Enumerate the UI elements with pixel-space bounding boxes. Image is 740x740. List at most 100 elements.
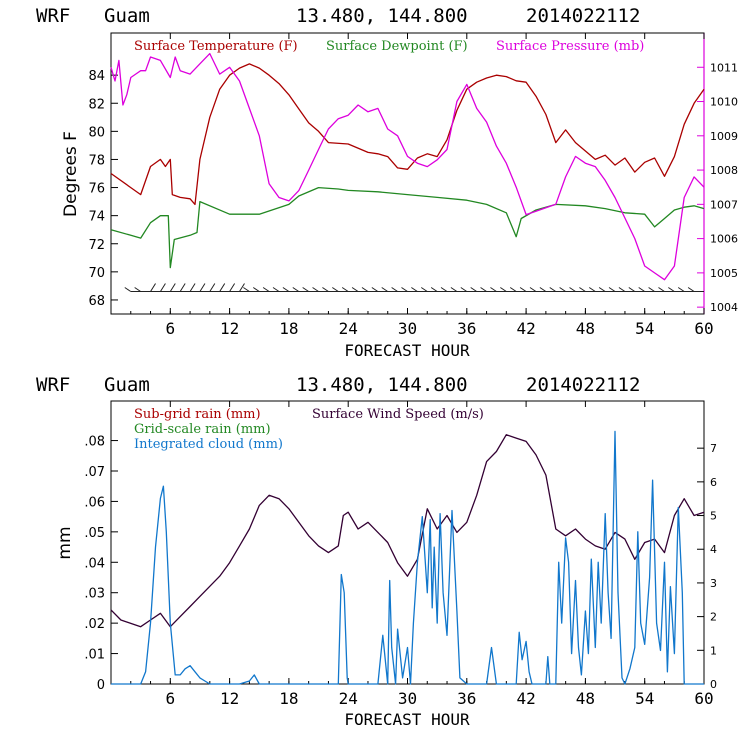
bottom-series-group	[110, 430, 705, 685]
bottom-y-axis-label: mm	[55, 526, 75, 559]
y-tick-label: 68	[88, 294, 105, 309]
wind-barb	[658, 287, 665, 292]
x-tick-label: 42	[516, 319, 535, 338]
y-tick-label: 0	[97, 678, 105, 693]
wind-barb	[470, 287, 477, 292]
y2-tick-label: 1009	[710, 130, 738, 143]
wind-barb	[322, 287, 329, 292]
wind-barb	[420, 287, 428, 292]
y-tick-label: 80	[88, 125, 105, 140]
wind-barb	[579, 287, 586, 292]
x-tick-label: 18	[279, 689, 298, 708]
wind-barb	[440, 287, 448, 292]
y2-tick-label: 4	[710, 543, 717, 556]
wind-barb	[549, 287, 557, 292]
wind-barb	[179, 283, 186, 292]
wind-barb	[272, 287, 280, 292]
x-tick-label: 12	[220, 319, 239, 338]
x-tick-label: 60	[694, 689, 713, 708]
x-tick-label: 12	[220, 689, 239, 708]
y-tick-label: 78	[88, 153, 105, 168]
y-tick-label: .08	[84, 435, 105, 450]
legend-dewpoint: Surface Dewpoint (F)	[326, 39, 468, 54]
bottom-legend: Sub-grid rain (mm) Grid-scale rain (mm) …	[134, 407, 484, 452]
wind-barb	[351, 287, 359, 292]
wind-barb	[677, 287, 685, 292]
wind-barb	[500, 287, 507, 292]
x-tick-label: 6	[165, 689, 175, 708]
x-tick-label: 24	[339, 689, 358, 708]
y2-tick-label: 3	[710, 577, 717, 590]
wind-barb	[229, 283, 236, 292]
top-y-axis-label: Degrees F	[61, 131, 81, 217]
y-tick-label: .05	[84, 526, 105, 541]
bottom-header: WRF Guam 13.480, 144.800 2014022112	[36, 374, 640, 396]
x-tick-label: 42	[516, 689, 535, 708]
y-tick-label: 84	[88, 69, 105, 84]
wind-barb	[490, 287, 497, 292]
x-tick-label: 36	[457, 689, 476, 708]
y-tick-label: .01	[84, 648, 105, 663]
wind-barb	[391, 287, 398, 292]
y-tick-label: 70	[88, 266, 105, 281]
series-line-surface-temperature-f	[110, 63, 705, 206]
wind-barb	[371, 287, 379, 292]
series-line-surface-pressure-mb	[110, 52, 705, 281]
series-line-integrated-cloud-mm	[111, 430, 704, 685]
top-header: WRF Guam 13.480, 144.800 2014022112	[36, 5, 640, 27]
x-tick-label: 30	[398, 319, 417, 338]
wind-barb	[292, 287, 300, 292]
y2-tick-label: 1005	[710, 267, 738, 280]
bottom-x-axis-label: FORECAST HOUR	[344, 710, 470, 729]
wind-barb	[209, 283, 216, 292]
wind-barb	[243, 287, 250, 292]
wind-barb	[529, 287, 537, 292]
legend-wind-speed: Surface Wind Speed (m/s)	[312, 407, 484, 422]
y2-tick-label: 1004	[710, 301, 738, 314]
bottom-header-init: 2014022112	[526, 374, 640, 396]
wind-barb	[519, 287, 527, 292]
wind-barb	[134, 287, 141, 292]
wind-barb	[460, 287, 468, 292]
wind-barb	[159, 283, 166, 292]
wind-barb	[199, 283, 206, 292]
wind-barb	[262, 287, 270, 292]
y-tick-label: 76	[88, 182, 105, 197]
wind-barb	[150, 283, 156, 292]
bottom-header-coords: 13.480, 144.800	[296, 374, 468, 396]
wind-barb	[638, 287, 645, 292]
wind-barb	[169, 283, 176, 292]
top-plot-frame	[110, 32, 705, 315]
y-tick-label: 72	[88, 238, 105, 253]
y2-tick-label: 1007	[710, 198, 738, 211]
x-tick-label: 48	[576, 319, 595, 338]
legend-gridscale-rain: Grid-scale rain (mm)	[134, 422, 271, 437]
y-tick-label: 82	[88, 97, 105, 112]
series-line-surface-dewpoint-f	[110, 186, 705, 269]
wind-barb	[381, 287, 389, 292]
y-tick-label: .02	[84, 617, 105, 632]
wind-barb	[687, 287, 695, 292]
wind-barb	[539, 287, 547, 292]
wind-barb	[411, 287, 418, 292]
bottom-header-location: Guam	[104, 374, 150, 396]
y2-tick-label: 1006	[710, 233, 738, 246]
wind-barb	[239, 283, 245, 292]
wind-barb	[559, 287, 566, 292]
y2-tick-label: 1	[710, 644, 717, 657]
wind-barb	[219, 283, 226, 292]
y2-tick-label: 0	[710, 678, 717, 691]
wind-barb	[598, 287, 606, 292]
y-tick-label: .03	[84, 587, 105, 602]
wind-barb	[401, 287, 408, 292]
wind-barb	[628, 287, 636, 292]
wind-barb	[302, 287, 309, 292]
x-tick-label: 30	[398, 689, 417, 708]
top-header-init: 2014022112	[526, 5, 640, 27]
y-tick-label: .07	[84, 465, 105, 480]
x-tick-label: 54	[635, 689, 654, 708]
wind-barb	[341, 287, 349, 292]
wind-barb	[332, 287, 339, 292]
wind-barb	[189, 283, 196, 292]
